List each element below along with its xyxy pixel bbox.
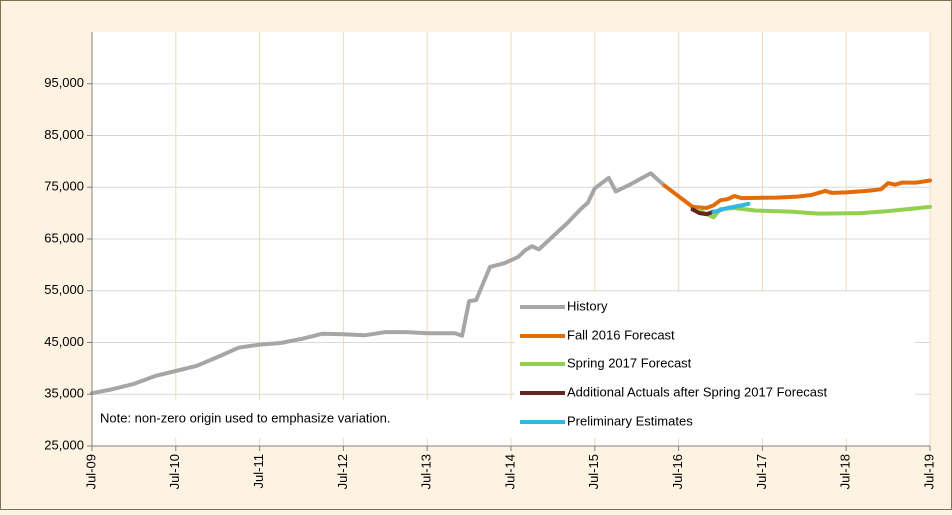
y-tick-label: 35,000 — [44, 386, 84, 401]
series-line — [711, 201, 751, 215]
x-tick-label: Jul-18 — [838, 454, 853, 489]
x-tick-label: Jul-11 — [251, 454, 266, 488]
series-line — [690, 207, 716, 217]
y-tick-label: 85,000 — [44, 127, 84, 142]
x-tick-label: Jul-17 — [754, 454, 769, 489]
x-tick-label: Jul-19 — [921, 454, 936, 489]
legend-label: History — [567, 298, 608, 313]
legend-label: Fall 2016 Forecast — [567, 327, 675, 342]
axes: 25,000 35,000 45,000 55,000 65,000 75,000 85,0… — [44, 32, 936, 489]
y-tick-label: 95,000 — [44, 75, 84, 90]
note-box — [92, 400, 512, 438]
x-tick-label: Jul-15 — [586, 454, 601, 489]
series-line — [90, 171, 667, 396]
y-tick-label: 65,000 — [44, 230, 84, 245]
y-tick-label: 75,000 — [44, 179, 84, 194]
x-tick-label: Jul-09 — [83, 454, 98, 489]
x-tick-label: Jul-13 — [419, 454, 434, 489]
x-tick-label: Jul-12 — [335, 454, 350, 489]
y-tick-label: 45,000 — [44, 334, 84, 349]
x-tick-label: Jul-16 — [670, 454, 685, 489]
legend: History Fall 2016 Forecast Spring 2017 For… — [520, 298, 828, 428]
x-tick-label: Jul-10 — [167, 454, 182, 489]
y-tick-label: 55,000 — [44, 282, 84, 297]
legend-box — [515, 292, 915, 438]
x-tick-label: Jul-14 — [502, 454, 517, 489]
legend-label: Preliminary Estimates — [567, 413, 693, 428]
series-line — [662, 178, 932, 210]
annotation: Note: non-zero origin used to emphasize … — [100, 410, 391, 425]
legend-label: Spring 2017 Forecast — [567, 355, 692, 370]
legend-label: Additional Actuals after Spring 2017 For… — [567, 384, 828, 399]
y-tick-label: 25,000 — [44, 437, 84, 452]
lines — [90, 171, 932, 396]
